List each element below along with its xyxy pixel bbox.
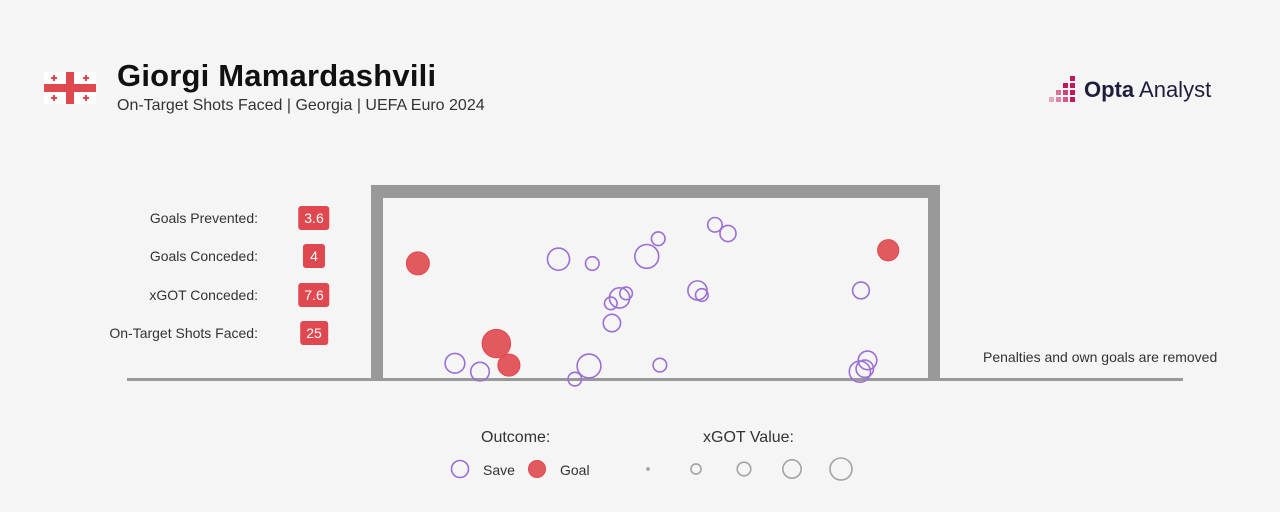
stat-goals-conceded: Goals Conceded: 4 (0, 244, 340, 270)
stat-label: Goals Prevented: (149, 210, 258, 226)
stat-label: xGOT Conceded: (149, 287, 258, 303)
player-name-title: Giorgi Mamardashvili (117, 58, 437, 93)
goal-line (127, 378, 1183, 381)
chart-subtitle: On-Target Shots Faced | Georgia | UEFA E… (117, 97, 485, 114)
save-shot-marker (652, 357, 668, 373)
legend-markers (450, 457, 853, 481)
save-shot-marker (650, 231, 666, 247)
footnote: Penalties and own goals are removed (983, 349, 1218, 365)
brand-text: Opta Analyst (1084, 77, 1212, 102)
stat-goals-prevented: Goals Prevented: 3.6 (0, 206, 340, 232)
stat-xgot-conceded: xGOT Conceded: 7.6 (0, 283, 340, 309)
legend-xgot-size-marker (646, 467, 650, 471)
shot-markers (405, 216, 900, 387)
legend-outcome-title: Outcome: (481, 429, 551, 446)
legend-save-label: Save (483, 462, 515, 478)
save-shot-marker (576, 353, 602, 379)
legend-xgot-size-marker (782, 459, 802, 479)
legend-goal-label: Goal (560, 462, 590, 478)
goal-shot-marker (877, 239, 900, 262)
georgia-flag-icon (44, 72, 96, 104)
stat-value-badge: 4 (303, 244, 325, 268)
save-shot-marker (567, 371, 583, 387)
save-shot-marker (469, 361, 491, 382)
stat-label: Goals Conceded: (149, 248, 258, 264)
legend-xgot-size-marker (690, 463, 702, 475)
save-shot-marker (851, 281, 871, 300)
goal-shot-marker (481, 328, 512, 359)
stat-label: On-Target Shots Faced: (109, 325, 258, 341)
save-shot-marker (634, 243, 660, 270)
save-shot-marker (857, 350, 878, 371)
save-shot-marker (602, 313, 622, 333)
legend-xgot-title: xGOT Value: (703, 429, 794, 446)
legend-xgot-size-marker (829, 457, 853, 481)
save-shot-marker (855, 359, 875, 379)
save-shot-marker (444, 352, 466, 374)
save-shot-marker (584, 255, 600, 272)
right-post (928, 185, 940, 380)
opta-analyst-logo: Opta Analyst (1048, 76, 1211, 104)
goal-frame (127, 185, 1183, 381)
save-shot-marker (603, 296, 618, 311)
opta-logo-icon (1049, 76, 1075, 102)
legend-goal-marker (528, 460, 546, 478)
save-shot-marker (706, 216, 723, 233)
save-shot-marker (618, 286, 634, 301)
left-post (371, 185, 383, 380)
stat-shots-faced: On-Target Shots Faced: 25 (0, 321, 340, 347)
save-shot-marker (546, 247, 571, 272)
legend-xgot-size-marker (736, 461, 752, 477)
stat-value-badge: 7.6 (298, 283, 330, 307)
legend-save-marker (450, 459, 470, 479)
stat-value-badge: 25 (300, 321, 328, 345)
save-shot-marker (719, 224, 737, 243)
stat-value-badge: 3.6 (298, 206, 330, 230)
crossbar (371, 185, 940, 198)
goal-shot-marker (405, 251, 430, 276)
save-shot-marker (694, 287, 709, 303)
goal-shot-marker (497, 353, 521, 377)
save-shot-marker (848, 360, 872, 384)
